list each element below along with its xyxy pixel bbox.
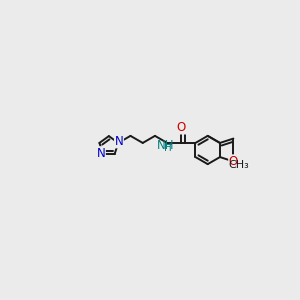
Text: N: N bbox=[115, 135, 123, 148]
Text: CH₃: CH₃ bbox=[228, 160, 249, 170]
Text: H: H bbox=[164, 143, 172, 153]
Text: O: O bbox=[229, 155, 238, 168]
Text: N: N bbox=[97, 147, 105, 160]
Text: NH: NH bbox=[157, 139, 175, 152]
Text: O: O bbox=[177, 121, 186, 134]
